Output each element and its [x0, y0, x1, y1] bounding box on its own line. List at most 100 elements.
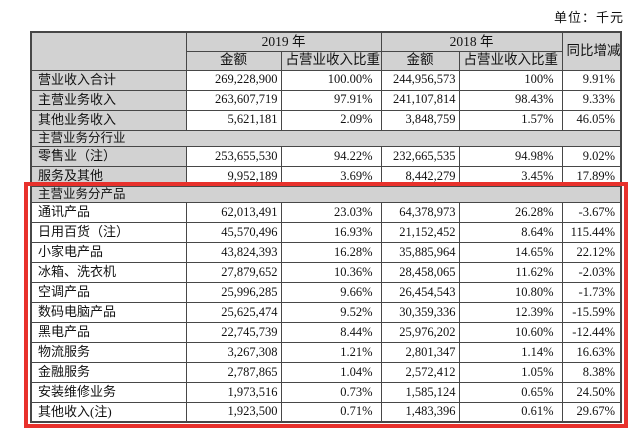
- amount-2018: 30,359,336: [380, 301, 460, 323]
- share-2018: 1.14%: [458, 341, 563, 363]
- amount-2018: 35,885,964: [380, 241, 460, 263]
- section-row: 主营业务分行业: [30, 129, 622, 147]
- share-2018: 3.45%: [458, 165, 563, 187]
- table-header: 2019 年 2018 年 同比增减 金额 占营业收入比重 金额 占营业收入比重: [30, 31, 622, 71]
- yoy-change: 17.89%: [561, 165, 622, 187]
- table-row: 日用百货（注） 45,570,496 16.93% 21,152,452 8.64% 11…: [30, 221, 622, 243]
- share-2019: 3.69%: [280, 165, 382, 187]
- row-label: 其他收入(注): [30, 401, 187, 423]
- amount-2019: 3,267,308: [185, 341, 282, 363]
- yoy-change: 22.12%: [561, 241, 622, 263]
- share-2019: 0.71%: [280, 401, 382, 423]
- header-row-years: 2019 年 2018 年 同比增减: [30, 31, 622, 71]
- share-2018: 0.61%: [458, 401, 563, 423]
- table-row: 黑电产品 22,745,739 8.44% 25,976,202 10.60% -12.4…: [30, 321, 622, 343]
- share-2019: 8.44%: [280, 321, 382, 343]
- share-2018: 12.39%: [458, 301, 563, 323]
- table-row: 服务及其他 9,952,189 3.69% 8,442,279 3.45% 17.89%: [30, 165, 622, 187]
- header-row-measures: 金额 占营业收入比重 金额 占营业收入比重: [31, 50, 621, 71]
- amount-2019: 9,952,189: [185, 165, 282, 187]
- row-label: 营业收入合计: [30, 69, 187, 91]
- section-label: 主营业务分产品: [30, 185, 622, 203]
- amount-2018: 28,458,065: [380, 261, 460, 283]
- yoy-change: 9.02%: [561, 145, 622, 167]
- share-2018: 1.57%: [458, 109, 563, 131]
- yoy-change: -15.59%: [561, 301, 622, 323]
- amount-2018: 232,665,535: [380, 145, 460, 167]
- amount-header-2018: 金额: [380, 50, 460, 71]
- amount-2019: 253,655,530: [185, 145, 282, 167]
- amount-2019: 269,228,900: [185, 69, 282, 91]
- revenue-table-wrap: 2019 年 2018 年 同比增减 金额 占营业收入比重 金额 占营业收入比重…: [24, 31, 628, 428]
- amount-2018: 241,107,814: [380, 89, 460, 111]
- row-label: 零售业（注）: [30, 145, 187, 167]
- unit-label: 单位：千元: [553, 10, 624, 25]
- table-row: 营业收入合计 269,228,900 100.00% 244,956,573 100% 9…: [30, 69, 622, 91]
- share-2018: 94.98%: [458, 145, 563, 167]
- amount-2018: 1,483,396: [380, 401, 460, 423]
- share-2019: 97.91%: [280, 89, 382, 111]
- share-2018: 8.64%: [458, 221, 563, 243]
- yoy-change: -3.67%: [561, 201, 622, 223]
- year-2019-header: 2019 年: [185, 31, 382, 52]
- share-2019: 2.09%: [280, 109, 382, 131]
- yoy-change: 46.05%: [561, 109, 622, 131]
- amount-2018: 3,848,759: [380, 109, 460, 131]
- share-header-2019: 占营业收入比重: [280, 50, 382, 71]
- share-2019: 0.73%: [280, 381, 382, 403]
- yoy-change: -2.03%: [561, 261, 622, 283]
- amount-2019: 1,973,516: [185, 381, 282, 403]
- share-2018: 100%: [458, 69, 563, 91]
- revenue-table: 2019 年 2018 年 同比增减 金额 占营业收入比重 金额 占营业收入比重…: [30, 31, 622, 424]
- share-2018: 11.62%: [458, 261, 563, 283]
- yoy-header: 同比增减: [561, 31, 622, 71]
- table-body: 营业收入合计 269,228,900 100.00% 244,956,573 100% 9…: [30, 69, 622, 423]
- yoy-change: -1.73%: [561, 281, 622, 303]
- table-row: 零售业（注） 253,655,530 94.22% 232,665,535 94.98%…: [30, 145, 622, 167]
- table-row: 空调产品 25,996,285 9.66% 26,454,543 10.80% -1.73…: [30, 281, 622, 303]
- row-label: 主营业务收入: [30, 89, 187, 111]
- amount-2018: 64,378,973: [380, 201, 460, 223]
- table-row: 数码电脑产品 25,625,474 9.52% 30,359,336 12.39% -15…: [30, 301, 622, 323]
- amount-2018: 2,801,347: [380, 341, 460, 363]
- amount-2018: 2,572,412: [380, 361, 460, 383]
- share-2019: 16.28%: [280, 241, 382, 263]
- share-2018: 14.65%: [458, 241, 563, 263]
- amount-2018: 25,976,202: [380, 321, 460, 343]
- share-2018: 10.60%: [458, 321, 563, 343]
- amount-2019: 43,824,393: [185, 241, 282, 263]
- row-label: 冰箱、洗衣机: [30, 261, 187, 283]
- corner-cell: [30, 31, 187, 71]
- amount-2019: 22,745,739: [185, 321, 282, 343]
- table-row: 其他业务收入 5,621,181 2.09% 3,848,759 1.57% 46.05%: [30, 109, 622, 131]
- amount-2019: 25,996,285: [185, 281, 282, 303]
- row-label: 安装维修业务: [30, 381, 187, 403]
- amount-2019: 2,787,865: [185, 361, 282, 383]
- amount-2019: 27,879,652: [185, 261, 282, 283]
- share-2018: 10.80%: [458, 281, 563, 303]
- table-row: 安装维修业务 1,973,516 0.73% 1,585,124 0.65% 24.50%: [30, 381, 622, 403]
- yoy-change: 24.50%: [561, 381, 622, 403]
- yoy-change: 8.38%: [561, 361, 622, 383]
- share-2019: 10.36%: [280, 261, 382, 283]
- amount-2018: 21,152,452: [380, 221, 460, 243]
- table-row: 冰箱、洗衣机 27,879,652 10.36% 28,458,065 11.62% -2…: [30, 261, 622, 283]
- table-row: 金融服务 2,787,865 1.04% 2,572,412 1.05% 8.38%: [30, 361, 622, 383]
- row-label: 空调产品: [30, 281, 187, 303]
- row-label: 物流服务: [30, 341, 187, 363]
- row-label: 服务及其他: [30, 165, 187, 187]
- share-2019: 1.04%: [280, 361, 382, 383]
- amount-header-2019: 金额: [185, 50, 282, 71]
- share-2018: 0.65%: [458, 381, 563, 403]
- yoy-change: 115.44%: [561, 221, 622, 243]
- section-label: 主营业务分行业: [30, 129, 622, 147]
- share-2019: 100.00%: [280, 69, 382, 91]
- amount-2019: 263,607,719: [185, 89, 282, 111]
- share-2019: 16.93%: [280, 221, 382, 243]
- amount-2019: 62,013,491: [185, 201, 282, 223]
- amount-2018: 26,454,543: [380, 281, 460, 303]
- yoy-change: 16.63%: [561, 341, 622, 363]
- amount-2019: 45,570,496: [185, 221, 282, 243]
- share-2019: 23.03%: [280, 201, 382, 223]
- amount-2019: 25,625,474: [185, 301, 282, 323]
